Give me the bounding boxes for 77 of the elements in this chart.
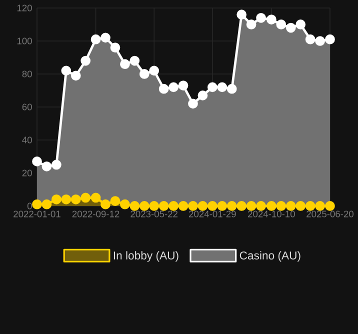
- x-tick-label: 2025-06-20: [306, 210, 354, 218]
- point: [296, 201, 306, 211]
- point: [296, 20, 306, 30]
- point: [226, 84, 237, 94]
- point: [315, 201, 325, 211]
- point: [266, 14, 276, 24]
- legend-label: Casino (AU): [240, 251, 300, 262]
- point: [207, 82, 218, 92]
- y-tick-label: 40: [22, 136, 32, 144]
- point: [207, 201, 218, 211]
- point: [158, 84, 169, 94]
- x-tick-label: 2023-05-22: [130, 210, 178, 218]
- point: [158, 201, 169, 211]
- y-tick-label: 120: [17, 4, 32, 12]
- point: [266, 201, 276, 211]
- point: [52, 194, 62, 204]
- point: [236, 10, 247, 20]
- point: [70, 194, 81, 204]
- point: [325, 34, 335, 44]
- point: [42, 161, 52, 172]
- x-tick-label: 2024-01-29: [189, 210, 236, 218]
- point: [305, 201, 316, 211]
- point: [110, 42, 120, 53]
- point: [168, 201, 178, 211]
- y-tick-label: 0: [27, 202, 32, 210]
- y-tick-label: 80: [22, 70, 32, 78]
- point: [70, 70, 81, 81]
- point: [315, 36, 325, 46]
- y-tick-label: 100: [17, 38, 32, 44]
- point: [246, 20, 256, 30]
- point: [276, 20, 286, 30]
- point: [100, 32, 110, 43]
- point: [120, 199, 130, 210]
- x-tick-label: 2024-10-10: [248, 210, 295, 218]
- point: [42, 199, 52, 210]
- point: [246, 201, 256, 211]
- point: [256, 201, 266, 211]
- point: [149, 66, 160, 76]
- point: [100, 199, 110, 210]
- point: [61, 66, 72, 76]
- point: [226, 201, 237, 211]
- x-tick-label: 2022-09-12: [72, 210, 120, 218]
- point: [90, 34, 101, 44]
- point: [276, 201, 286, 211]
- point: [217, 201, 228, 211]
- point: [61, 194, 72, 204]
- legend-label: In lobby (AU): [114, 251, 178, 262]
- point: [90, 192, 101, 203]
- point: [120, 59, 130, 70]
- point: [217, 82, 228, 92]
- point: [80, 192, 91, 203]
- point: [325, 201, 335, 211]
- point: [32, 156, 42, 166]
- point: [168, 82, 178, 92]
- point: [305, 34, 316, 44]
- point: [110, 196, 120, 206]
- y-tick-label: 60: [22, 104, 32, 110]
- point: [80, 56, 91, 66]
- point: [130, 56, 140, 66]
- point: [236, 201, 247, 211]
- point: [198, 90, 208, 100]
- point: [139, 69, 150, 79]
- x-tick-label: 2022-01-01: [14, 210, 60, 218]
- point: [32, 199, 42, 210]
- point: [256, 12, 266, 23]
- point: [286, 201, 296, 211]
- point: [149, 201, 160, 211]
- y-tick-label: 20: [22, 170, 32, 176]
- point: [130, 201, 140, 211]
- point: [188, 201, 198, 211]
- point: [139, 201, 150, 211]
- point: [286, 22, 296, 33]
- point: [178, 80, 188, 90]
- point: [188, 98, 198, 109]
- point: [178, 201, 188, 211]
- point: [198, 201, 208, 211]
- point: [52, 160, 62, 170]
